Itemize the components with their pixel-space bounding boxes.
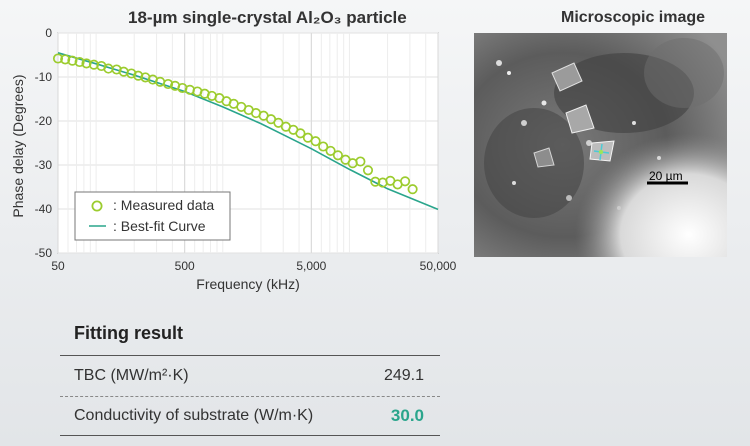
measured-data-point xyxy=(400,176,411,187)
measured-data-point xyxy=(325,145,336,156)
conductivity-label: Conductivity of substrate (W/m·K) xyxy=(74,407,314,424)
microscopic-image-title: Microscopic image xyxy=(561,9,706,26)
legend-label-fit: : Best-fit Curve xyxy=(113,218,206,234)
measured-data-point xyxy=(295,128,306,139)
y-tick-label: -30 xyxy=(35,158,53,172)
conductivity-value: 30.0 xyxy=(390,406,424,425)
y-axis-label: Phase delay (Degrees) xyxy=(10,74,26,217)
measured-data-point xyxy=(332,150,343,161)
measured-data-point xyxy=(310,136,321,147)
measured-data-point xyxy=(273,117,284,128)
x-tick-label: 50 xyxy=(51,259,65,273)
measured-data-point xyxy=(67,55,78,66)
x-axis-label: Frequency (kHz) xyxy=(196,276,299,292)
y-tick-label: 0 xyxy=(45,26,52,40)
fitting-row-conductivity: Conductivity of substrate (W/m·K) 30.0 xyxy=(60,396,440,436)
y-tick-label: -20 xyxy=(35,114,53,128)
microscopic-image: 20 µm xyxy=(474,33,727,257)
measured-data-point xyxy=(370,176,381,187)
fitting-result-title: Fitting result xyxy=(74,323,183,343)
chart-legend: : Measured data : Best-fit Curve xyxy=(74,191,231,241)
measured-data-point xyxy=(355,156,366,167)
measured-data-point xyxy=(362,165,374,176)
y-tick-label: -50 xyxy=(35,246,53,260)
measured-data-point xyxy=(407,184,418,195)
x-tick-label: 5,000 xyxy=(296,259,326,273)
x-tick-label: 500 xyxy=(175,259,195,273)
chart-title: 18-µm single-crystal Al₂O₃ particle xyxy=(128,8,407,27)
measured-data-point xyxy=(52,53,64,64)
scale-bar-label: 20 µm xyxy=(649,169,683,183)
measured-data-point xyxy=(60,54,71,65)
measured-data-point xyxy=(133,70,144,81)
best-fit-curve-line xyxy=(57,52,439,211)
tbc-label: TBC (MW/m²·K) xyxy=(74,366,189,384)
measured-data-point xyxy=(74,56,85,68)
measured-data-point xyxy=(126,68,137,79)
legend-marker-measured xyxy=(91,200,103,212)
measured-data-point xyxy=(163,78,174,90)
y-tick-label: -10 xyxy=(35,70,53,84)
tbc-value: 249.1 xyxy=(383,366,424,384)
x-tick-label: 50,000 xyxy=(420,259,457,273)
fitting-row-tbc: TBC (MW/m²·K) 249.1 xyxy=(60,355,440,395)
legend-label-measured: : Measured data xyxy=(113,197,214,213)
measured-data-point xyxy=(318,141,329,152)
y-tick-label: -40 xyxy=(35,202,53,216)
